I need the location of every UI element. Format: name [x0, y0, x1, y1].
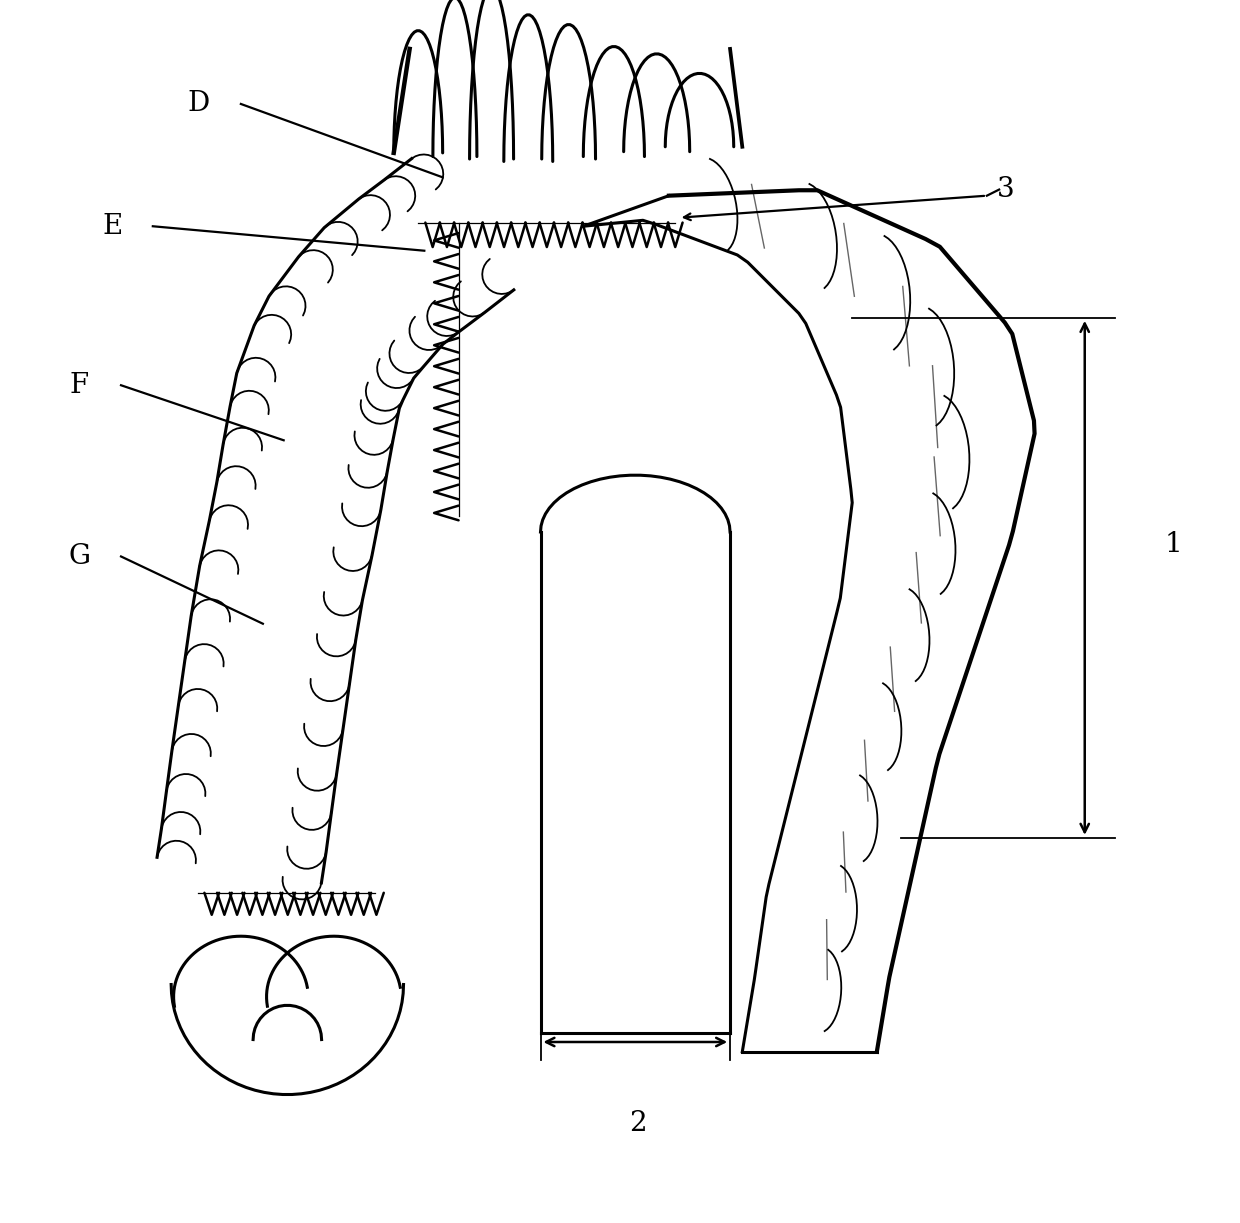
Text: 1: 1: [1164, 531, 1182, 558]
Text: G: G: [68, 543, 91, 570]
Text: 3: 3: [997, 176, 1014, 203]
Text: D: D: [187, 91, 210, 117]
Text: F: F: [69, 372, 89, 399]
Text: E: E: [103, 213, 123, 240]
Text: 2: 2: [630, 1110, 647, 1137]
